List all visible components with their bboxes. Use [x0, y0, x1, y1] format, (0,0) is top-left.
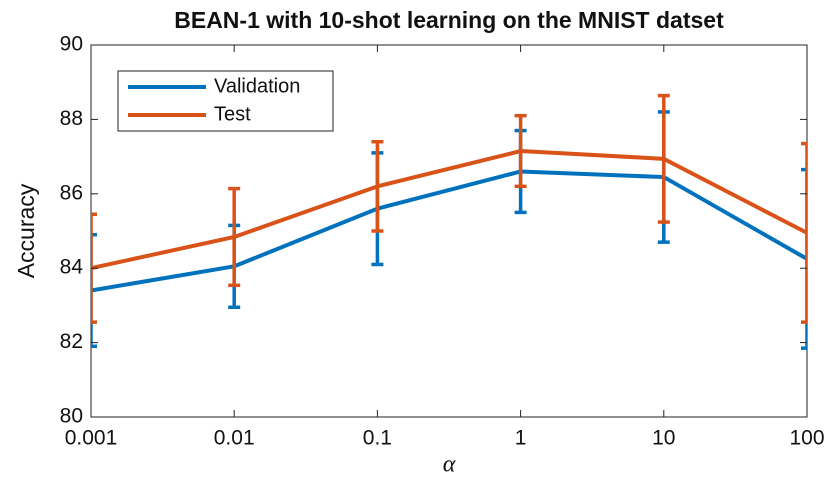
y-tick-label: 80 [60, 405, 83, 428]
x-tick-label: 1 [515, 427, 527, 450]
y-axis-label: Accuracy [13, 183, 39, 278]
series-line [91, 169, 807, 293]
y-tick-label: 84 [60, 256, 84, 279]
y-tick-label: 86 [60, 181, 83, 204]
x-tick-label: 0.01 [214, 427, 255, 450]
error-bar [91, 212, 97, 324]
error-bar [91, 232, 97, 349]
chart-title: BEAN-1 with 10-shot learning on the MNIS… [174, 7, 724, 33]
error-bar [801, 141, 807, 324]
x-tick-label: 100 [789, 427, 824, 450]
x-tick-label: 10 [652, 427, 675, 450]
error-bar [514, 113, 527, 189]
legend-box [117, 70, 334, 132]
series-line [91, 149, 807, 271]
legend-label: Validation [214, 75, 300, 97]
error-bar [657, 93, 670, 224]
x-tick-label: 0.1 [363, 427, 392, 450]
error-bar [371, 139, 384, 233]
x-tick-label: 0.001 [65, 427, 118, 450]
y-tick-label: 82 [60, 330, 83, 353]
legend-label: Test [214, 103, 251, 125]
x-axis-label: α [443, 452, 456, 478]
y-tick-label: 88 [60, 107, 83, 130]
y-tick-label: 90 [60, 33, 83, 56]
plot-area [91, 93, 807, 350]
error-bar [228, 186, 241, 288]
error-bar [801, 167, 807, 350]
